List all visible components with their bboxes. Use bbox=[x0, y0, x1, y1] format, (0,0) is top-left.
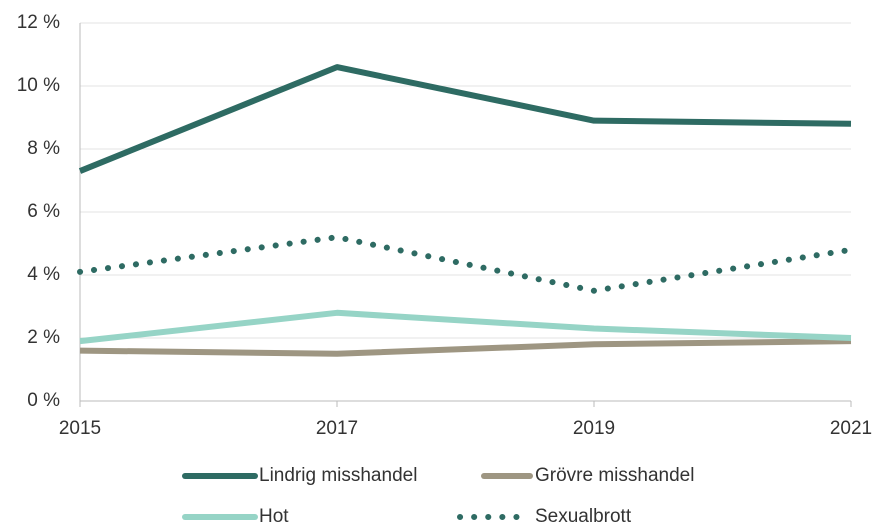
y-tick-label: 0 % bbox=[27, 390, 60, 411]
series-line bbox=[77, 234, 854, 294]
y-tick-label: 8 % bbox=[27, 138, 60, 159]
y-tick-label: 10 % bbox=[17, 75, 60, 96]
x-tick-label: 2017 bbox=[316, 418, 358, 439]
x-tick-label: 2019 bbox=[573, 418, 615, 439]
y-tick-label: 2 % bbox=[27, 327, 60, 348]
legend-label: Sexualbrott bbox=[535, 506, 632, 527]
y-tick-label: 6 % bbox=[27, 201, 60, 222]
legend-label: Grövre misshandel bbox=[535, 465, 694, 486]
legend-label: Hot bbox=[259, 506, 289, 527]
x-tick-label: 2015 bbox=[59, 418, 101, 439]
y-tick-label: 12 % bbox=[17, 12, 60, 33]
y-tick-label: 4 % bbox=[27, 264, 60, 285]
series-line bbox=[79, 309, 852, 345]
series-line bbox=[78, 64, 852, 174]
series-line bbox=[79, 338, 852, 357]
legend-label: Lindrig misshandel bbox=[259, 465, 417, 486]
x-tick-label: 2021 bbox=[830, 418, 872, 439]
